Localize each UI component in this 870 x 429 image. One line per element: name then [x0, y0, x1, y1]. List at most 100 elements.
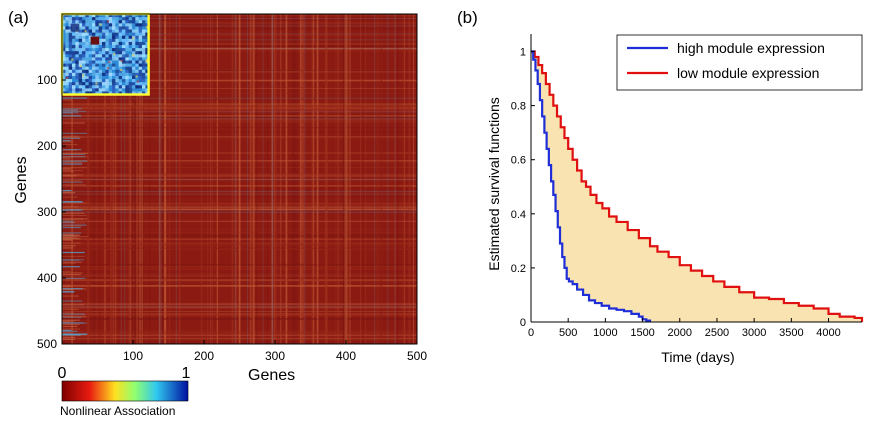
module-speckle	[106, 20, 109, 23]
heatmap-left-speckle	[62, 288, 83, 290]
module-cell	[108, 23, 113, 27]
module-cell	[118, 41, 123, 46]
module-cell	[88, 14, 93, 18]
heatmap-texture-column	[271, 14, 273, 344]
module-cell	[131, 17, 136, 21]
heatmap-left-speckle	[62, 169, 84, 172]
module-cell	[78, 69, 83, 74]
module-cell	[85, 85, 89, 89]
heatmap-faint-row	[62, 179, 417, 181]
module-cell	[68, 41, 73, 46]
legend-label-low: low module expression	[677, 65, 819, 81]
heatmap-texture-column	[285, 14, 288, 344]
module-cell	[145, 69, 149, 74]
module-cell	[108, 48, 113, 52]
module-cell	[98, 44, 103, 49]
module-cell	[98, 14, 103, 18]
heatmap-texture-column	[110, 14, 113, 344]
module-cell	[65, 82, 69, 86]
module-speckle	[84, 30, 87, 33]
heatmap-texture-column	[360, 14, 362, 344]
heatmap-faint-column	[124, 14, 126, 344]
survival-x-tick-label: 2000	[668, 327, 692, 339]
module-cell	[125, 72, 129, 77]
module-cell	[145, 63, 149, 67]
heatmap-left-speckle	[62, 112, 79, 114]
heatmap-left-speckle	[62, 99, 72, 101]
module-cell	[115, 79, 119, 83]
module-cell	[128, 44, 133, 49]
module-cell	[81, 48, 86, 52]
heatmap-left-speckle	[62, 163, 83, 166]
module-cell	[111, 26, 116, 30]
module-cell	[78, 72, 83, 77]
module-cell	[118, 38, 123, 43]
module-cell	[91, 60, 96, 64]
module-cell	[91, 88, 96, 92]
heatmap-left-speckle	[62, 192, 76, 194]
heatmap-texture-column	[238, 14, 241, 344]
module-cell	[91, 54, 96, 58]
module-cell	[118, 29, 123, 33]
module-cell	[81, 79, 86, 83]
module-cell	[71, 72, 76, 77]
heatmap-left-speckle	[62, 323, 80, 326]
heatmap-left-speckle	[62, 255, 85, 258]
module-cell	[105, 75, 109, 80]
module-cell	[62, 91, 66, 95]
module-cell	[105, 38, 109, 43]
heatmap-texture-row	[62, 98, 417, 100]
module-cell	[71, 32, 76, 36]
heatmap-left-speckle	[62, 175, 76, 177]
module-cell	[105, 66, 109, 71]
module-cell	[98, 48, 103, 52]
module-cell	[91, 44, 96, 49]
heatmap-texture-row	[62, 14, 417, 16]
module-cell	[98, 26, 103, 30]
module-cell	[108, 14, 113, 18]
heatmap-faint-row	[62, 118, 417, 120]
heatmap-faint-column	[374, 14, 376, 344]
module-cell	[85, 79, 89, 83]
module-cell	[111, 69, 116, 74]
module-cell	[65, 14, 69, 18]
module-cell	[145, 54, 149, 58]
module-cell	[95, 69, 99, 74]
module-cell	[141, 82, 146, 86]
heatmap-left-speckle	[62, 108, 83, 110]
module-cell	[71, 85, 76, 89]
module-cell	[128, 91, 133, 95]
module-cell	[88, 48, 93, 52]
module-cell	[88, 85, 93, 89]
legend: high module expression low module expres…	[616, 34, 863, 91]
module-cell	[111, 85, 116, 89]
heatmap-y-tick-label: 400	[37, 271, 57, 285]
module-cell	[118, 72, 123, 77]
module-cell	[125, 32, 129, 36]
heatmap-texture-column	[413, 14, 414, 344]
module-cell	[108, 57, 113, 61]
heatmap-texture-row	[62, 104, 417, 107]
module-cell	[105, 48, 109, 52]
module-cell	[81, 75, 86, 80]
module-speckle	[82, 74, 85, 77]
module-cell	[85, 14, 89, 18]
heatmap-left-speckle	[62, 214, 87, 217]
module-cell	[138, 38, 143, 43]
module-cell	[135, 29, 139, 33]
module-cell	[135, 66, 139, 71]
heatmap-texture-row	[62, 303, 417, 305]
heatmap-texture-column	[112, 14, 115, 344]
heatmap-left-speckle	[62, 286, 71, 288]
module-cell	[68, 69, 73, 74]
module-cell	[145, 17, 149, 21]
heatmap-left-speckle	[62, 222, 86, 224]
module-cell	[125, 14, 129, 18]
module-cell	[62, 44, 66, 49]
module-cell	[75, 20, 79, 24]
module-cell	[75, 63, 79, 67]
heatmap-left-speckle	[62, 221, 75, 224]
module-cell	[108, 66, 113, 71]
module-cell	[75, 60, 79, 64]
